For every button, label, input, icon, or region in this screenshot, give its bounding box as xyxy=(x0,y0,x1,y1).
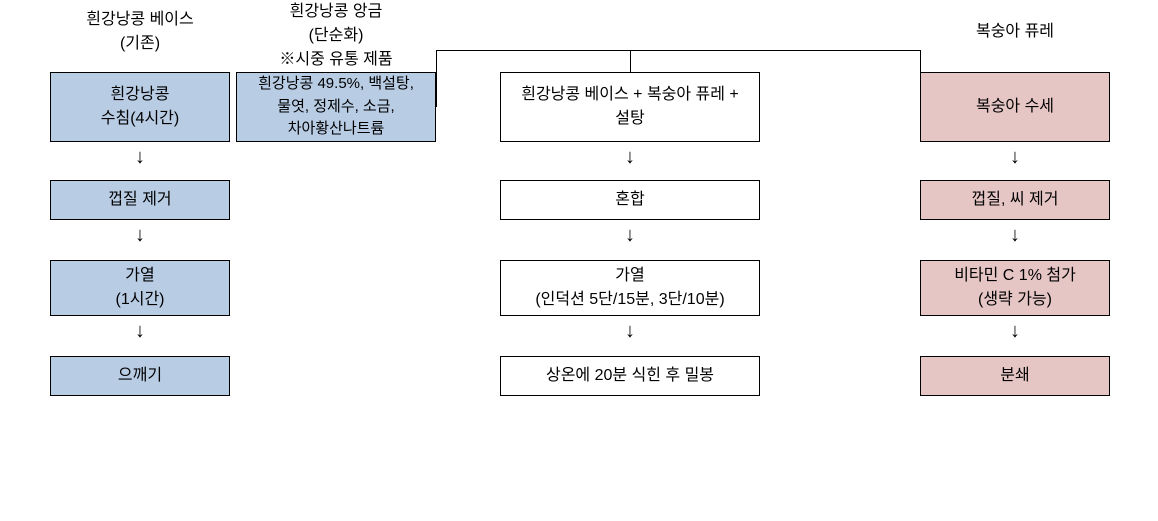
col3-box-2: 가열(인덕션 5단/15분, 3단/10분) xyxy=(500,260,760,316)
col2-header-text: 흰강낭콩 앙금(단순화)※시중 유통 제품 xyxy=(279,3,392,68)
col3-box-2-text: 가열(인덕션 5단/15분, 3단/10분) xyxy=(535,264,724,312)
col4-box-3: 분쇄 xyxy=(920,356,1110,396)
col4-arrow-0: ↓ xyxy=(920,146,1110,169)
col4-header-text: 복숭아 퓨레 xyxy=(976,23,1054,40)
col1-box-1-text: 껍질 제거 xyxy=(108,188,171,212)
col4-box-0-text: 복숭아 수세 xyxy=(976,95,1054,119)
col4-box-1: 껍질, 씨 제거 xyxy=(920,180,1110,220)
col3-box-1-text: 혼합 xyxy=(615,188,644,212)
col3-arrow-0: ↓ xyxy=(500,146,760,169)
col1-box-3-text: 으깨기 xyxy=(118,364,162,388)
col4-box-2: 비타민 C 1% 첨가(생략 가능) xyxy=(920,260,1110,316)
col3-box-3-text: 상온에 20분 식힌 후 밀봉 xyxy=(546,364,714,388)
col4-box-1-text: 껍질, 씨 제거 xyxy=(972,188,1059,212)
col4-box-3-text: 분쇄 xyxy=(1000,364,1029,388)
col1-box-2: 가열(1시간) xyxy=(50,260,230,316)
col1-box-1: 껍질 제거 xyxy=(50,180,230,220)
col2-box-text: 흰강낭콩 49.5%, 백설탕,물엿, 정제수, 소금,차아황산나트륨 xyxy=(258,73,414,141)
col1-box-0: 흰강낭콩수침(4시간) xyxy=(50,72,230,142)
col4-box-2-text: 비타민 C 1% 첨가(생략 가능) xyxy=(954,264,1076,312)
col2-box: 흰강낭콩 49.5%, 백설탕,물엿, 정제수, 소금,차아황산나트륨 xyxy=(236,72,436,142)
col1-box-0-text: 흰강낭콩수침(4시간) xyxy=(101,83,179,131)
col4-arrow-2: ↓ xyxy=(920,320,1110,343)
col2-header: 흰강낭콩 앙금(단순화)※시중 유통 제품 xyxy=(236,0,436,72)
col3-arrow-1: ↓ xyxy=(500,224,760,247)
col3-box-1: 혼합 xyxy=(500,180,760,220)
col1-arrow-0: ↓ xyxy=(50,146,230,169)
connector-right-v xyxy=(920,50,921,107)
col1-header: 흰강낭콩 베이스(기존) xyxy=(50,8,230,56)
col3-box-3: 상온에 20분 식힌 후 밀봉 xyxy=(500,356,760,396)
connector-mid-v xyxy=(630,50,631,72)
col1-box-2-text: 가열(1시간) xyxy=(116,264,165,312)
col4-header: 복숭아 퓨레 xyxy=(920,20,1110,44)
connector-left-v xyxy=(436,50,437,107)
col3-arrow-2: ↓ xyxy=(500,320,760,343)
col1-arrow-2: ↓ xyxy=(50,320,230,343)
col1-arrow-1: ↓ xyxy=(50,224,230,247)
col3-box-0: 흰강낭콩 베이스 + 복숭아 퓨레 +설탕 xyxy=(500,72,760,142)
col3-box-0-text: 흰강낭콩 베이스 + 복숭아 퓨레 +설탕 xyxy=(521,83,739,131)
col1-header-text: 흰강낭콩 베이스(기존) xyxy=(86,11,194,52)
connector-top-h xyxy=(436,50,920,51)
col4-box-0: 복숭아 수세 xyxy=(920,72,1110,142)
col1-box-3: 으깨기 xyxy=(50,356,230,396)
col4-arrow-1: ↓ xyxy=(920,224,1110,247)
